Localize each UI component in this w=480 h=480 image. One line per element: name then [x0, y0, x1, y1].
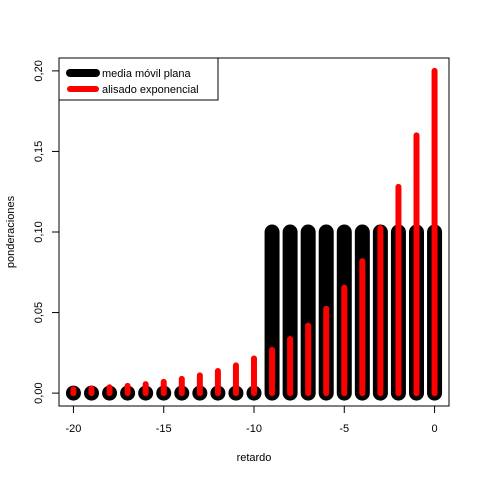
legend-label-exponential-smoothing: alisado exponencial	[102, 84, 199, 96]
x-axis-title: retardo	[237, 452, 272, 464]
exponential-smoothing-series	[70, 67, 438, 397]
y-tick-label: 0,15	[33, 141, 45, 162]
legend-label-flat-moving-average: media móvil plana	[102, 68, 192, 80]
y-axis: 0,00 0,05 0,10 0,15 0,20	[33, 60, 60, 404]
x-tick-label: 0	[431, 423, 437, 435]
y-axis-title: ponderaciones	[5, 195, 17, 268]
x-tick-label: -10	[246, 423, 262, 435]
y-tick-label: 0,05	[33, 302, 45, 323]
legend-box	[58, 57, 219, 101]
y-tick-label: 0,00	[33, 382, 45, 403]
x-axis: -20 -15 -10 -5 0	[65, 405, 438, 435]
x-tick-label: -15	[156, 423, 172, 435]
x-tick-label: -20	[65, 423, 81, 435]
y-tick-label: 0,10	[33, 221, 45, 242]
legend: media móvil plana alisado exponencial	[58, 57, 219, 101]
x-tick-label: -5	[339, 423, 349, 435]
y-tick-label: 0,20	[33, 60, 45, 81]
